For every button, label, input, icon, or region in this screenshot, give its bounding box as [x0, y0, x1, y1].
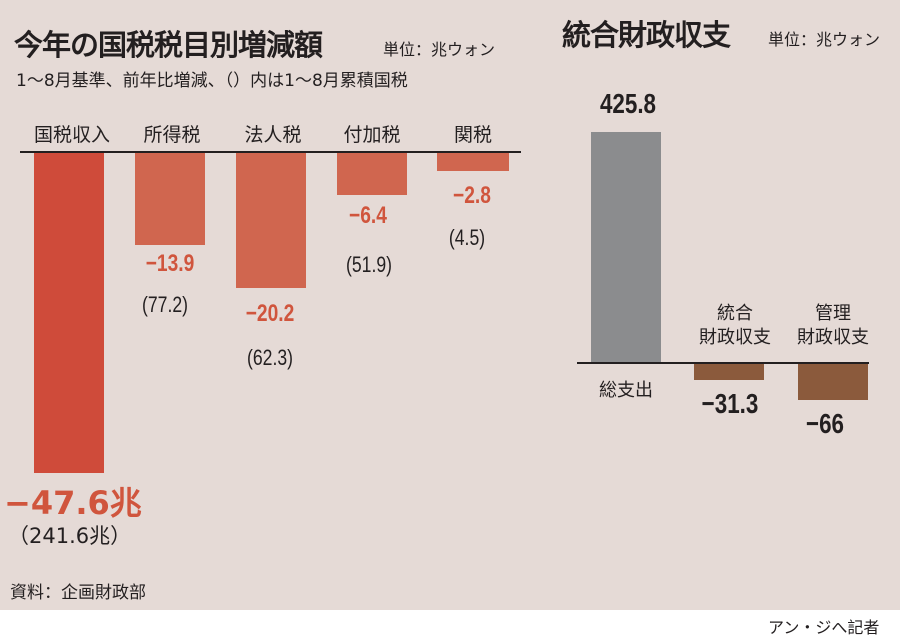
- reporter-credit: アン・ジへ記者: [768, 618, 880, 637]
- bar-corporate-tax: [236, 153, 306, 288]
- source-note: 資料：企画財政部: [10, 583, 146, 603]
- bar-total-expenditure: [591, 132, 661, 362]
- label-consolidated-balance-line1: 統合: [717, 303, 753, 324]
- category-label-corporate-tax: 法人税: [244, 124, 302, 146]
- category-label-income-tax: 所得税: [143, 124, 201, 146]
- label-managed-balance: 管理 財政収支: [783, 302, 883, 350]
- left-chart-baseline: [20, 151, 521, 153]
- value-vat-cumulative: (51.9): [346, 252, 392, 277]
- right-chart-unit: 単位：兆ウォン: [768, 30, 881, 49]
- value-customs-cumulative: (4.5): [448, 225, 486, 250]
- value-national-tax-change: −47.6兆: [4, 484, 142, 522]
- bar-customs: [437, 153, 509, 171]
- label-consolidated-balance: 統合 財政収支: [685, 302, 785, 350]
- bar-managed-balance: [798, 364, 868, 400]
- left-chart-subtitle: 1～8月基準、前年比増減、（）内は1～8月累積国税: [16, 71, 408, 91]
- value-customs-change: −2.8: [453, 182, 491, 209]
- infographic-panel: 今年の国税税目別増減額 単位：兆ウォン 1～8月基準、前年比増減、（）内は1～8…: [0, 0, 900, 610]
- label-consolidated-balance-line2: 財政収支: [699, 327, 771, 348]
- label-total-expenditure: 総支出: [599, 380, 653, 401]
- category-label-customs: 関税: [453, 124, 492, 146]
- value-corporate-tax-change: −20.2: [245, 300, 295, 327]
- bar-consolidated-balance: [694, 364, 764, 380]
- value-income-tax-cumulative: (77.2): [142, 292, 188, 317]
- value-vat-change: −6.4: [349, 202, 387, 229]
- value-national-tax-cumulative: （241.6兆）: [8, 524, 132, 548]
- value-corporate-tax-cumulative: (62.3): [247, 345, 293, 370]
- bar-vat: [337, 153, 407, 195]
- value-income-tax-change: −13.9: [145, 250, 195, 277]
- value-consolidated-balance: −31.3: [701, 388, 759, 419]
- label-managed-balance-line1: 管理: [815, 303, 851, 324]
- category-label-national-tax: 国税収入: [33, 124, 110, 146]
- left-chart-unit: 単位：兆ウォン: [383, 40, 496, 59]
- value-managed-balance: −66: [806, 408, 844, 439]
- category-label-vat: 付加税: [343, 124, 401, 146]
- label-managed-balance-line2: 財政収支: [797, 327, 869, 348]
- value-total-expenditure: 425.8: [599, 88, 657, 119]
- bar-national-tax: [34, 153, 104, 473]
- bar-income-tax: [135, 153, 205, 245]
- left-chart-title: 今年の国税税目別増減額: [14, 28, 323, 62]
- right-chart-baseline: [577, 362, 869, 364]
- right-chart-title: 統合財政収支: [562, 18, 731, 52]
